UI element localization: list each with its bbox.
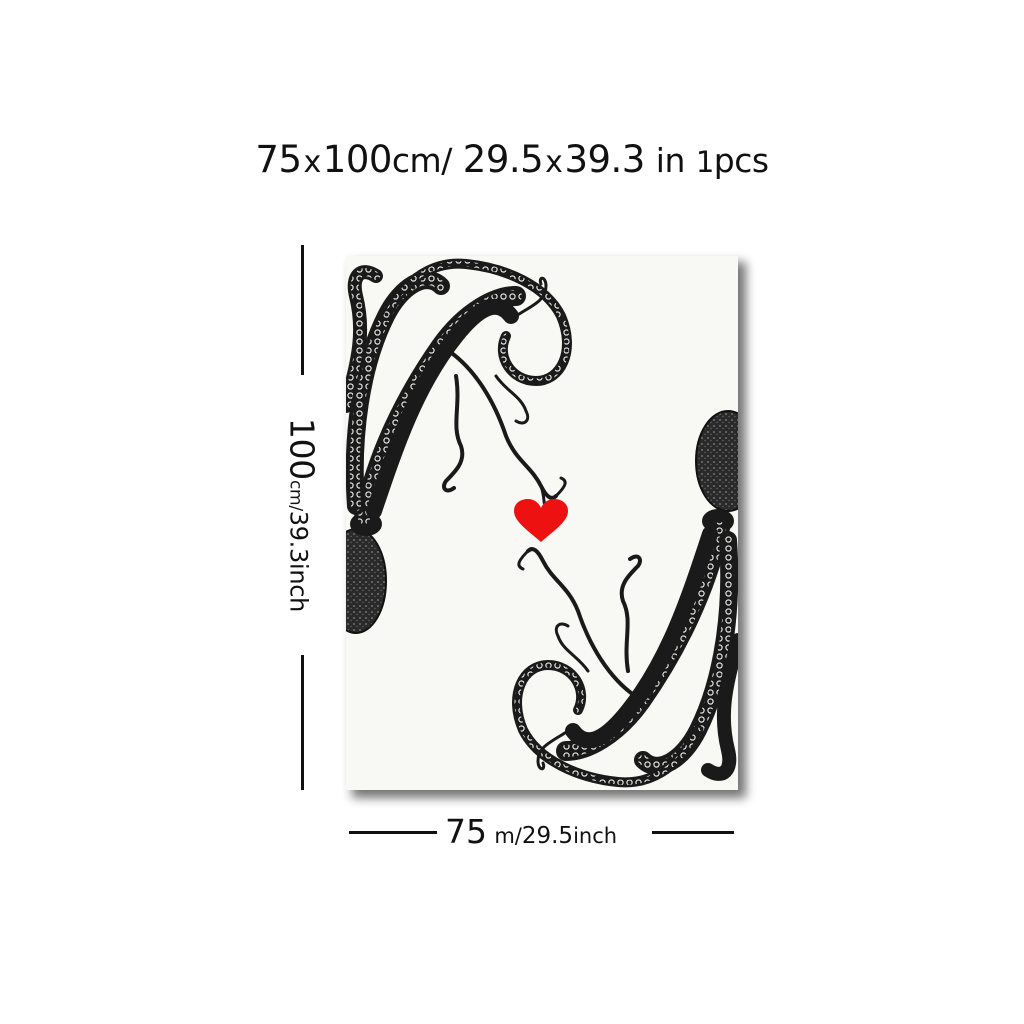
height-inch-value: 39.3 xyxy=(284,510,313,563)
octopus-artwork xyxy=(346,258,738,788)
width-inch-unit: inch xyxy=(573,824,618,848)
width-inch-value: 29.5 xyxy=(521,823,574,849)
width-dimension-line-left xyxy=(349,831,437,834)
octopus-upper-left xyxy=(346,258,572,634)
title-qty-unit: pcs xyxy=(713,141,769,180)
height-dimension-line-top xyxy=(301,245,304,375)
width-dimension-label: 75 m/29.5inch xyxy=(445,813,617,855)
width-cm-unit: m/ xyxy=(494,824,522,848)
height-inch-unit: inch xyxy=(284,562,313,613)
height-dimension-label: 100cm/39.3inch xyxy=(283,418,322,612)
canvas-print xyxy=(346,256,738,790)
title-cm-unit: cm/ xyxy=(391,141,452,180)
title-times-2: x xyxy=(545,145,563,180)
height-cm-unit: cm/ xyxy=(285,480,306,511)
title-width-in: 29.5 xyxy=(462,138,544,181)
heart-icon xyxy=(514,499,568,542)
title-height-in: 39.3 xyxy=(564,138,645,181)
title-in-unit: in xyxy=(655,141,686,180)
height-dimension-line-bottom xyxy=(301,655,304,790)
width-dimension-line-right xyxy=(652,831,734,834)
title-times-1: x xyxy=(303,145,322,180)
width-cm-value: 75 xyxy=(445,812,487,851)
title-qty: 1 xyxy=(695,145,714,179)
title-height-cm: 100 xyxy=(322,138,393,181)
title-width-cm: 75 xyxy=(255,138,302,181)
octopus-lower-right xyxy=(512,410,738,788)
size-title: 75x100cm/ 29.5x39.3 in 1pcs xyxy=(0,138,1024,185)
height-cm-value: 100 xyxy=(282,417,322,481)
